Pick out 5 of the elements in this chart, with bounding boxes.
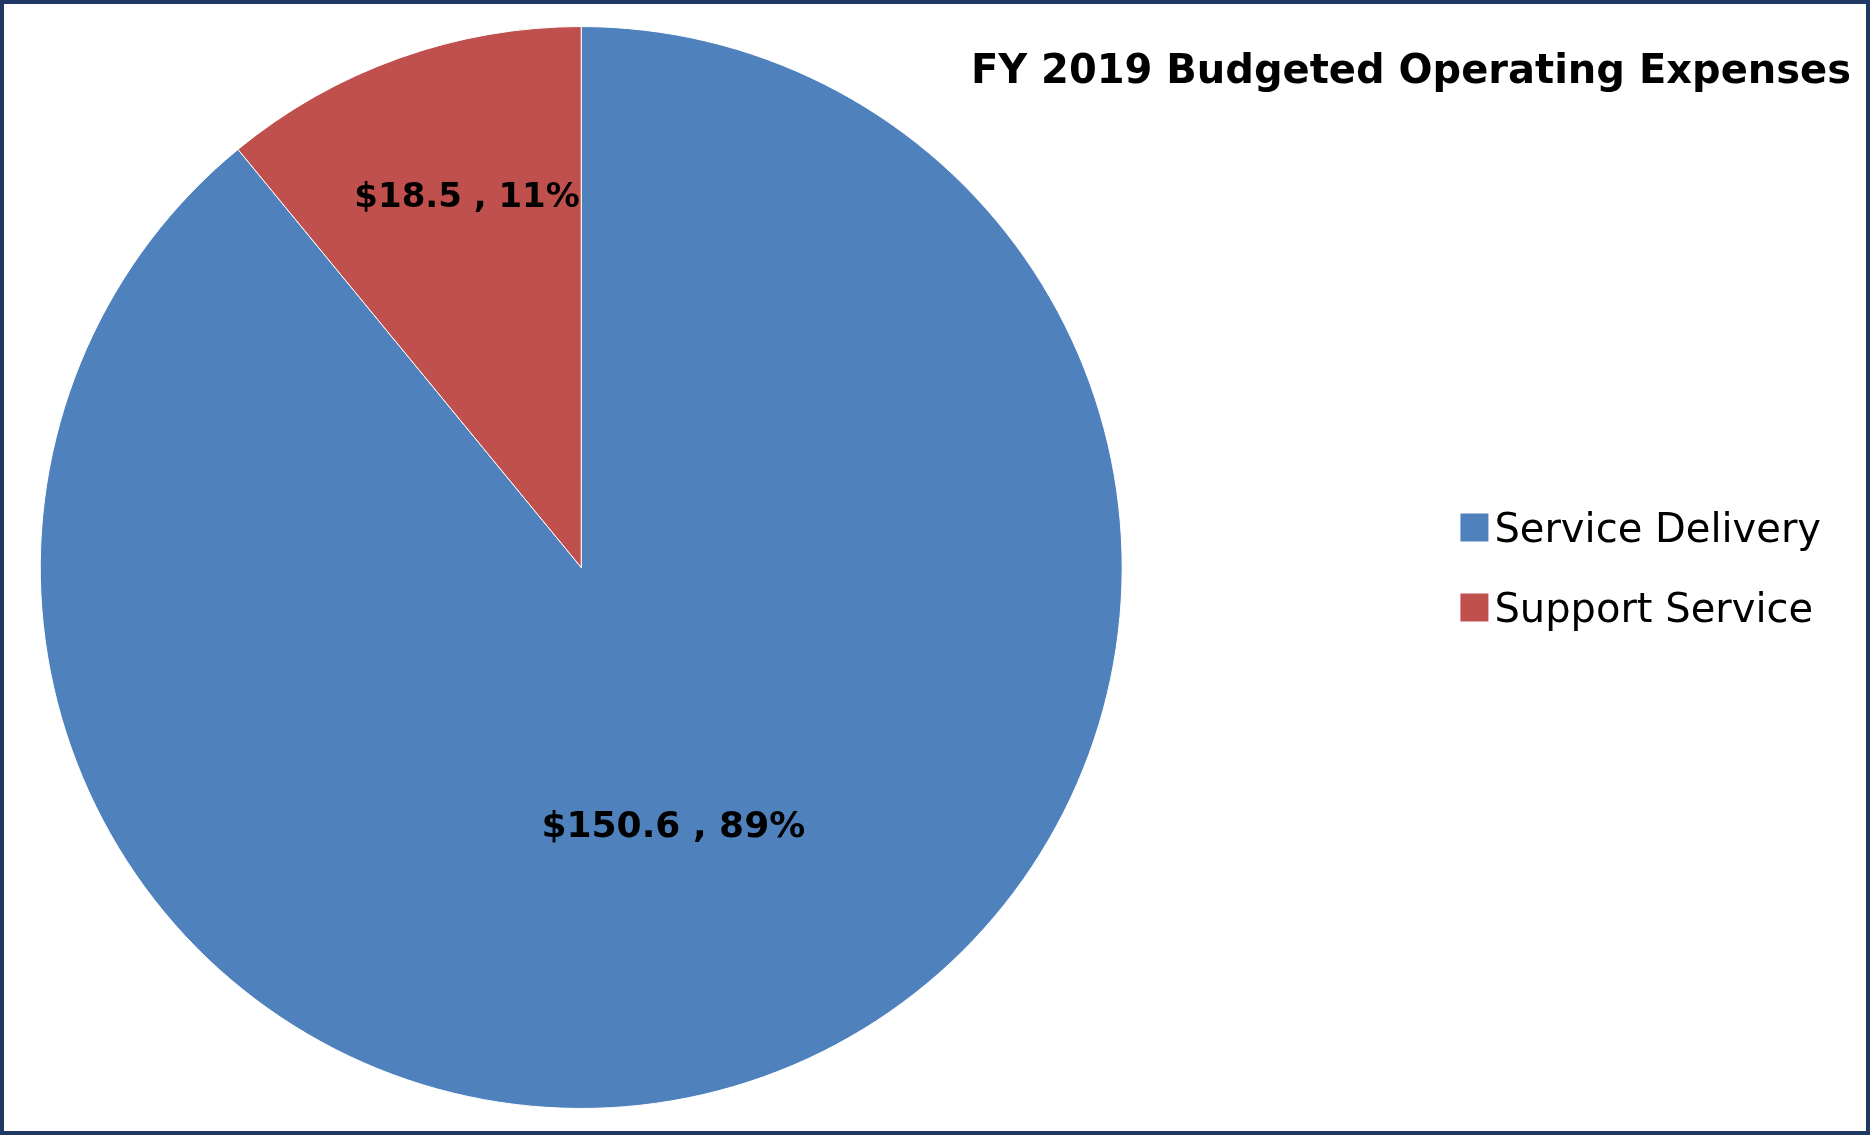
legend-label: Support Service — [1494, 584, 1814, 631]
legend-label: Service Delivery — [1494, 504, 1822, 551]
data-label: $150.6 , 89% — [541, 804, 806, 846]
text: FY 2019 Budgeted Operating Expenses — [970, 46, 1852, 92]
data-label: $18.5 , 11% — [354, 175, 580, 216]
